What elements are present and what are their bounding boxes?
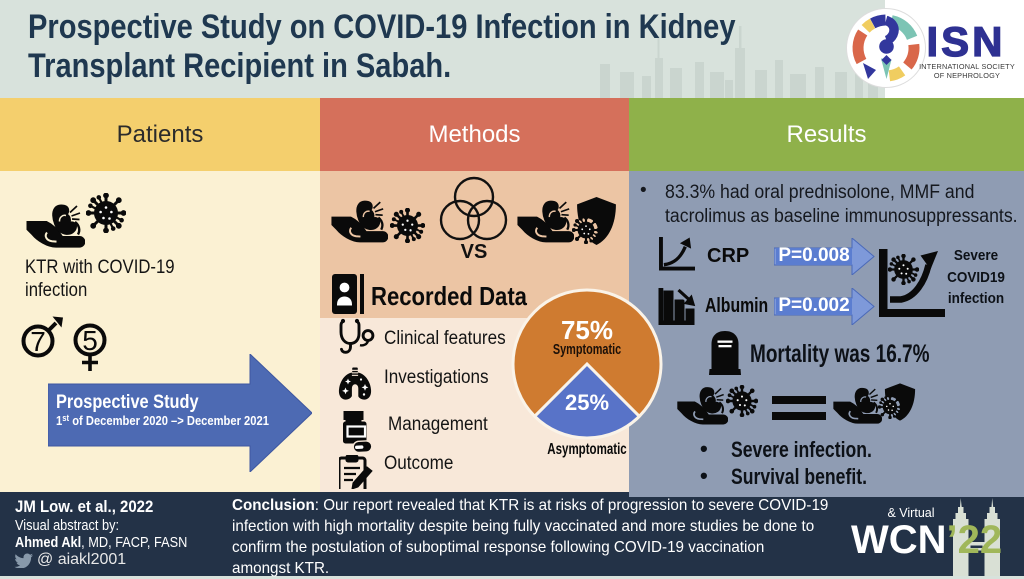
- svg-text:5: 5: [82, 325, 98, 356]
- svg-text:7: 7: [30, 326, 46, 357]
